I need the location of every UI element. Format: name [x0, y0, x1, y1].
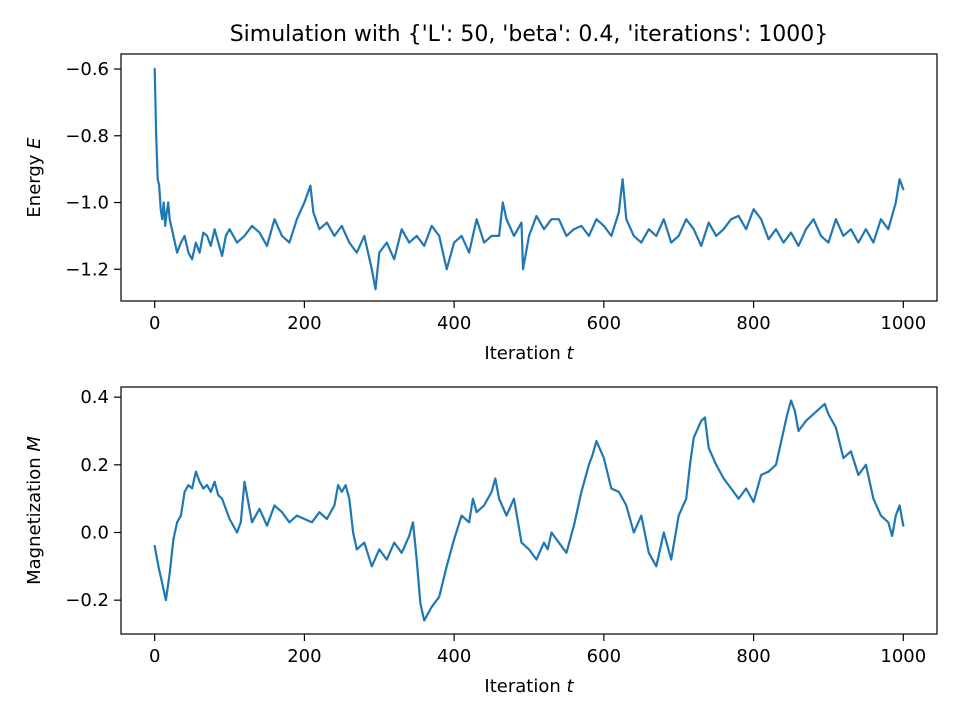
energy-x-axis-label: Iteration t: [484, 343, 574, 364]
magnetization-axes-frame: [120, 386, 938, 635]
magnetization-y-tick-label: −0.2: [65, 590, 109, 611]
energy-x-tick-label: 200: [287, 313, 321, 334]
magnetization-x-tick-label: 600: [587, 646, 621, 667]
energy-x-tick-label: 0: [149, 313, 160, 334]
energy-x-tick-label: 400: [437, 313, 471, 334]
magnetization-x-tick-label: 1000: [880, 646, 926, 667]
magnetization-x-tick-label: 800: [736, 646, 770, 667]
energy-y-tick-label: −0.6: [65, 59, 109, 80]
magnetization-y-tick-label: 0.4: [80, 387, 109, 408]
energy-y-tick-label: −1.2: [65, 259, 109, 280]
magnetization-x-tick-label: 200: [287, 646, 321, 667]
magnetization-x-tick-label: 0: [149, 646, 160, 667]
chart-title: Simulation with {'L': 50, 'beta': 0.4, '…: [230, 22, 829, 47]
magnetization-y-tick-label: 0.0: [80, 522, 109, 543]
magnetization-y-axis-label: Magnetization M: [24, 436, 45, 585]
energy-series-line: [153, 67, 905, 291]
magnetization-panel: 0 200 400 600 800 1000 0.4 0.2 0.0 −0.2 Iteration …: [24, 386, 938, 697]
energy-axes-frame: [120, 53, 938, 302]
energy-y-axis-label: Energy E: [24, 137, 45, 218]
energy-y-tick-label: −1.0: [65, 193, 109, 214]
energy-y-tick-label: −0.8: [65, 126, 109, 147]
magnetization-x-axis-label: Iteration t: [484, 676, 574, 697]
energy-panel: 0 200 400 600 800 1000 −0.6 −0.8 −1.0 −1.2 Iterati…: [24, 53, 938, 364]
magnetization-y-tick-label: 0.2: [80, 455, 109, 476]
magnetization-x-tick-label: 400: [437, 646, 471, 667]
energy-x-tick-label: 1000: [880, 313, 926, 334]
energy-x-tick-label: 800: [736, 313, 770, 334]
magnetization-series-line: [153, 399, 905, 622]
energy-x-tick-label: 600: [587, 313, 621, 334]
